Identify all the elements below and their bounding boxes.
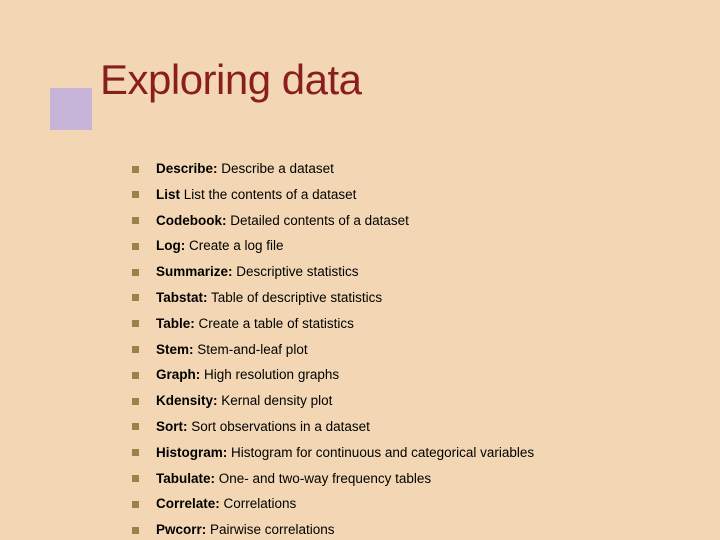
list-item-term: Tabulate:	[156, 471, 215, 486]
square-bullet-icon	[132, 243, 139, 250]
square-bullet-icon	[132, 320, 139, 327]
list-item: List List the contents of a dataset	[132, 184, 660, 206]
square-bullet-icon	[132, 346, 139, 353]
list-item-desc: List the contents of a dataset	[180, 187, 356, 202]
list-item: Stem: Stem-and-leaf plot	[132, 339, 660, 361]
slide-title: Exploring data	[100, 56, 362, 104]
square-bullet-icon	[132, 191, 139, 198]
list-item-desc: Create a table of statistics	[195, 316, 354, 331]
list-item: Kdensity: Kernal density plot	[132, 390, 660, 412]
list-item-desc: Describe a dataset	[218, 161, 334, 176]
list-item-term: Histogram:	[156, 445, 227, 460]
list-item-term: Summarize:	[156, 264, 233, 279]
square-bullet-icon	[132, 475, 139, 482]
list-item-desc: High resolution graphs	[200, 367, 339, 382]
list-item: Table: Create a table of statistics	[132, 313, 660, 335]
list-item-term: Stem:	[156, 342, 194, 357]
slide: Exploring data Describe: Describe a data…	[0, 0, 720, 540]
list-item: Tabstat: Table of descriptive statistics	[132, 287, 660, 309]
list-item-term: Correlate:	[156, 496, 220, 511]
list-item-desc: Pairwise correlations	[206, 522, 334, 537]
list-item-desc: Table of descriptive statistics	[208, 290, 383, 305]
list-item-desc: Create a log file	[185, 238, 283, 253]
square-bullet-icon	[132, 449, 139, 456]
square-bullet-icon	[132, 217, 139, 224]
list-item-desc: Detailed contents of a dataset	[227, 213, 409, 228]
list-item-term: Table:	[156, 316, 195, 331]
list-item-term: Tabstat:	[156, 290, 208, 305]
square-bullet-icon	[132, 372, 139, 379]
square-bullet-icon	[132, 166, 139, 173]
square-bullet-icon	[132, 294, 139, 301]
square-bullet-icon	[132, 269, 139, 276]
list-item: Codebook: Detailed contents of a dataset	[132, 210, 660, 232]
list-item-desc: Stem-and-leaf plot	[194, 342, 308, 357]
list-item-desc: Kernal density plot	[218, 393, 333, 408]
square-bullet-icon	[132, 398, 139, 405]
list-item: Tabulate: One- and two-way frequency tab…	[132, 468, 660, 490]
list-item: Pwcorr: Pairwise correlations	[132, 519, 660, 540]
list-item-desc: Correlations	[220, 496, 297, 511]
list-item-term: Codebook:	[156, 213, 227, 228]
list-item-desc: One- and two-way frequency tables	[215, 471, 431, 486]
list-item-term: List	[156, 187, 180, 202]
list-item-term: Pwcorr:	[156, 522, 206, 537]
list-item: Summarize: Descriptive statistics	[132, 261, 660, 283]
title-accent-box	[50, 88, 92, 130]
list-item-desc: Descriptive statistics	[233, 264, 359, 279]
list-item-term: Kdensity:	[156, 393, 218, 408]
list-item-term: Log:	[156, 238, 185, 253]
list-item: Describe: Describe a dataset	[132, 158, 660, 180]
square-bullet-icon	[132, 501, 139, 508]
list-item: Sort: Sort observations in a dataset	[132, 416, 660, 438]
list-item-desc: Histogram for continuous and categorical…	[227, 445, 534, 460]
list-item-term: Describe:	[156, 161, 218, 176]
list-item: Histogram: Histogram for continuous and …	[132, 442, 660, 464]
square-bullet-icon	[132, 423, 139, 430]
square-bullet-icon	[132, 527, 139, 534]
list-item: Correlate: Correlations	[132, 493, 660, 515]
list-item: Graph: High resolution graphs	[132, 364, 660, 386]
list-item: Log: Create a log file	[132, 235, 660, 257]
list-item-term: Graph:	[156, 367, 200, 382]
list-item-desc: Sort observations in a dataset	[188, 419, 370, 434]
list-item-term: Sort:	[156, 419, 188, 434]
command-list: Describe: Describe a dataset List List th…	[132, 158, 660, 540]
